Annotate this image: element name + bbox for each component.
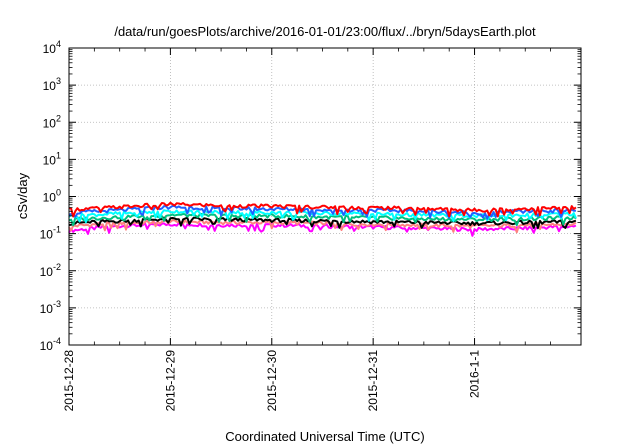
series-line bbox=[68, 212, 577, 227]
ticks bbox=[68, 47, 581, 346]
y-tick-exponent: 1 bbox=[56, 150, 61, 160]
y-tick-base: 10 bbox=[43, 42, 57, 56]
series-line bbox=[68, 219, 577, 234]
y-tick-base: 10 bbox=[43, 153, 57, 167]
y-tick-label: 103 bbox=[43, 76, 61, 93]
grid-lines bbox=[69, 48, 581, 345]
series-line bbox=[68, 204, 576, 220]
x-axis-label: Coordinated Universal Time (UTC) bbox=[225, 429, 424, 444]
y-tick-base: 10 bbox=[43, 116, 57, 130]
y-tick-label: 10-4 bbox=[40, 336, 61, 353]
x-tick-label: 2015-12-30 bbox=[265, 350, 279, 412]
y-tick-label: 102 bbox=[43, 113, 61, 130]
y-tick-exponent: 4 bbox=[56, 39, 61, 49]
y-tick-exponent: -2 bbox=[53, 262, 61, 272]
x-tick-label: 2016-1-1 bbox=[468, 350, 482, 398]
y-tick-base: 10 bbox=[40, 302, 54, 316]
series-line bbox=[68, 222, 577, 237]
x-tick-label: 2015-12-28 bbox=[62, 350, 76, 412]
x-tick-label: 2015-12-31 bbox=[366, 350, 380, 412]
y-tick-base: 10 bbox=[40, 265, 54, 279]
y-tick-exponent: -3 bbox=[53, 299, 61, 309]
y-tick-base: 10 bbox=[40, 228, 54, 242]
x-tick-label: 2015-12-29 bbox=[163, 350, 177, 412]
y-tick-base: 10 bbox=[43, 79, 57, 93]
y-tick-label: 10-3 bbox=[40, 299, 61, 316]
y-tick-exponent: 2 bbox=[56, 113, 61, 123]
y-tick-exponent: -1 bbox=[53, 225, 61, 235]
y-tick-label: 10-1 bbox=[40, 225, 61, 242]
chart-title: /data/run/goesPlots/archive/2016-01-01/2… bbox=[114, 24, 536, 39]
y-axis-label: cSv/day bbox=[15, 172, 30, 219]
series-group bbox=[68, 201, 577, 237]
y-tick-label: 10-2 bbox=[40, 262, 61, 279]
y-tick-exponent: 0 bbox=[56, 188, 61, 198]
series-line bbox=[68, 201, 577, 218]
y-tick-base: 10 bbox=[43, 191, 57, 205]
y-tick-label: 101 bbox=[43, 150, 61, 167]
y-tick-exponent: 3 bbox=[56, 76, 61, 86]
y-tick-label: 104 bbox=[43, 39, 61, 56]
y-tick-exponent: -4 bbox=[53, 336, 61, 346]
x-tick-labels: 2015-12-28 2015-12-29 2015-12-30 2015-12-31… bbox=[62, 350, 482, 412]
y-tick-base: 10 bbox=[40, 339, 54, 353]
y-tick-label: 100 bbox=[43, 188, 61, 205]
